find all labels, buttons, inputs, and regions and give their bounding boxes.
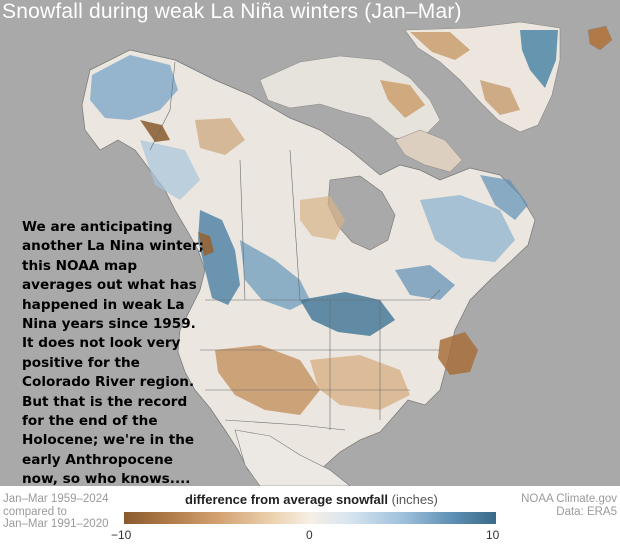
annotation-line: early Anthropocene (22, 451, 174, 468)
southern-plains-brown (310, 355, 410, 410)
nw-territories-brown (195, 118, 245, 155)
quebec-blue (420, 195, 515, 262)
arctic-island-ne (587, 25, 613, 51)
annotation-line: happened in weak La (22, 296, 185, 313)
annotation-line: Holocene; we're in the (22, 432, 195, 449)
comparison-line: compared to (3, 505, 67, 518)
comparison-note: Jan–Mar 1959–2024 compared to Jan–Mar 19… (3, 493, 109, 531)
southwest-brown (215, 345, 320, 415)
greenland-brown-2 (480, 80, 520, 115)
annotation-line: another La Nina winter; (22, 238, 204, 255)
legend-footer: Jan–Mar 1959–2024 compared to Jan–Mar 19… (0, 486, 620, 552)
rockies-blue (240, 240, 310, 310)
annotation-line: for the end of the (22, 413, 158, 430)
snowfall-map (81, 21, 613, 486)
tick-mid: 0 (306, 528, 313, 542)
tick-min: −10 (111, 528, 132, 542)
credit-line: Data: ERA5 (556, 505, 617, 518)
political-borders (149, 61, 441, 431)
northeast-brown (438, 332, 478, 375)
comparison-line: Jan–Mar 1959–2024 (3, 493, 109, 505)
north-america-mainland (81, 49, 536, 486)
yukon-blue (140, 140, 200, 200)
baffin-island (394, 129, 463, 173)
annotation-line: this NOAA map (22, 257, 138, 274)
annotation-line: now, so who knows.... (22, 471, 191, 488)
alaska-brown-coast (140, 120, 170, 142)
annotation-line: But that is the record (22, 393, 188, 410)
legend-units: (inches) (391, 492, 438, 507)
greenland-brown (410, 32, 470, 60)
annotation-line: Colorado River region. (22, 374, 195, 391)
annotation-line: averages out what has (22, 277, 197, 294)
mexico (234, 429, 351, 486)
comparison-line: Jan–Mar 1991–2020 (3, 518, 109, 530)
tick-max: 10 (486, 528, 500, 542)
arctic-brown-patch (380, 80, 425, 118)
annotation-line: Nina years since 1959. (22, 316, 196, 333)
alaska-blue (90, 55, 178, 120)
annotation-text: We are anticipating another La Nina wint… (22, 218, 222, 490)
greenland-blue-east (520, 30, 558, 88)
legend-title-main: difference from average snowfall (185, 492, 389, 507)
plains-blue (300, 292, 395, 336)
annotation-line: We are anticipating (22, 219, 173, 235)
prairies-brown (300, 196, 345, 240)
credit-line: NOAA Climate.gov (521, 493, 617, 505)
credit-note: NOAA Climate.gov Data: ERA5 (521, 493, 617, 518)
annotation-line: positive for the (22, 354, 140, 371)
labrador-blue (480, 175, 528, 220)
pacific-coast-blue (198, 210, 240, 305)
annotation-line: It does not look very (22, 335, 181, 352)
legend-title: difference from average snowfall (inches… (185, 492, 438, 507)
bc-brown-coast (198, 232, 214, 256)
map-title: Snowfall during weak La Niña winters (Ja… (2, 0, 462, 23)
colorbar (124, 512, 496, 524)
great-lakes-blue (395, 265, 455, 300)
